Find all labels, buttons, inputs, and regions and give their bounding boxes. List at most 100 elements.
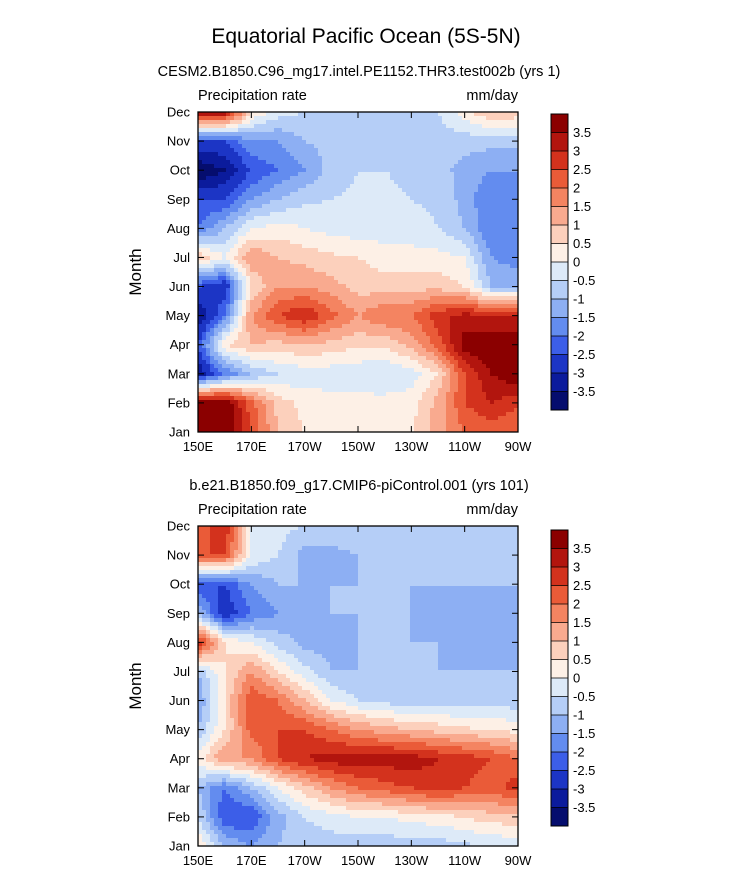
heatmap-cell (402, 176, 407, 181)
heatmap-cell (218, 248, 223, 253)
heatmap-cell (326, 200, 331, 205)
heatmap-cell (486, 272, 491, 277)
heatmap-cell (234, 116, 239, 121)
heatmap-cell (490, 208, 495, 213)
heatmap-cell (258, 352, 263, 357)
heatmap-cell (442, 176, 447, 181)
heatmap-cell (374, 316, 379, 321)
heatmap-cell (250, 120, 255, 125)
heatmap-cell (350, 196, 355, 201)
heatmap-cell (202, 296, 207, 301)
heatmap-cell (418, 248, 423, 253)
heatmap-cell (438, 300, 443, 305)
heatmap-cell (314, 196, 319, 201)
heatmap-cell (250, 296, 255, 301)
heatmap-cell (198, 128, 203, 133)
heatmap-cell (386, 320, 391, 325)
heatmap-cell (438, 208, 443, 213)
heatmap-cell (242, 308, 247, 313)
heatmap-cell (338, 212, 343, 217)
heatmap-cell (454, 132, 459, 137)
heatmap-cell (242, 300, 247, 305)
heatmap-cell (474, 348, 479, 353)
heatmap-cell (366, 212, 371, 217)
heatmap-cell (198, 176, 203, 181)
heatmap-cell (390, 152, 395, 157)
heatmap-cell (202, 320, 207, 325)
heatmap-cell (442, 248, 447, 253)
heatmap-cell (478, 252, 483, 257)
heatmap-cell (254, 196, 259, 201)
heatmap-cell (350, 320, 355, 325)
heatmap-cell (482, 172, 487, 177)
heatmap-cell (386, 356, 391, 361)
heatmap-cell (266, 208, 271, 213)
heatmap-cell (218, 280, 223, 285)
heatmap-cell (398, 244, 403, 249)
heatmap-cell (298, 256, 303, 261)
heatmap-cell (290, 192, 295, 197)
heatmap-cell (294, 172, 299, 177)
heatmap-cell (254, 256, 259, 261)
heatmap-cell (446, 120, 451, 125)
heatmap-cell (230, 348, 235, 353)
heatmap-cell (278, 252, 283, 257)
heatmap-cell (366, 156, 371, 161)
heatmap-cell (394, 164, 399, 169)
heatmap-cell (406, 328, 411, 333)
heatmap-cell (310, 164, 315, 169)
heatmap-cell (514, 256, 518, 261)
heatmap-cell (294, 280, 299, 285)
heatmap-cell (430, 124, 435, 129)
heatmap-cell (382, 112, 387, 117)
heatmap-cell (370, 352, 375, 357)
heatmap-cell (266, 120, 271, 125)
heatmap-cell (274, 292, 279, 297)
heatmap-cell (458, 276, 463, 281)
heatmap-cell (282, 232, 287, 237)
heatmap-cell (410, 200, 415, 205)
heatmap-cell (314, 300, 319, 305)
heatmap-cell (502, 144, 507, 149)
heatmap-cell (490, 344, 495, 349)
heatmap-cell (230, 224, 235, 229)
heatmap-cell (394, 244, 399, 249)
heatmap-cell (334, 288, 339, 293)
heatmap-cell (266, 308, 271, 313)
heatmap-cell (506, 196, 511, 201)
heatmap-cell (218, 164, 223, 169)
heatmap-cell (282, 256, 287, 261)
heatmap-cell (218, 276, 223, 281)
heatmap-cell (370, 164, 375, 169)
heatmap-cell (466, 228, 471, 233)
heatmap-cell (474, 140, 479, 145)
heatmap-cell (406, 132, 411, 137)
heatmap-cell (310, 356, 315, 361)
heatmap-cell (302, 164, 307, 169)
heatmap-cell (450, 220, 455, 225)
heatmap-cell (354, 156, 359, 161)
heatmap-cell (274, 276, 279, 281)
heatmap-cell (502, 260, 507, 265)
heatmap-cell (406, 232, 411, 237)
heatmap-cell (398, 280, 403, 285)
heatmap-cell (470, 116, 475, 121)
heatmap-cell (498, 180, 503, 185)
heatmap-cell (390, 160, 395, 165)
heatmap-cell (262, 116, 267, 121)
heatmap-cell (486, 156, 491, 161)
heatmap-cell (242, 156, 247, 161)
heatmap-cell (290, 292, 295, 297)
heatmap-cell (242, 312, 247, 317)
heatmap-cell (266, 272, 271, 277)
heatmap-cell (222, 308, 227, 313)
heatmap-cell (214, 300, 219, 305)
heatmap-cell (338, 184, 343, 189)
heatmap-cell (222, 276, 227, 281)
heatmap-cell (342, 196, 347, 201)
heatmap-cell (494, 116, 499, 121)
heatmap-cell (466, 112, 471, 117)
heatmap-cell (514, 328, 518, 333)
heatmap-cell (430, 352, 435, 357)
heatmap-cell (334, 316, 339, 321)
